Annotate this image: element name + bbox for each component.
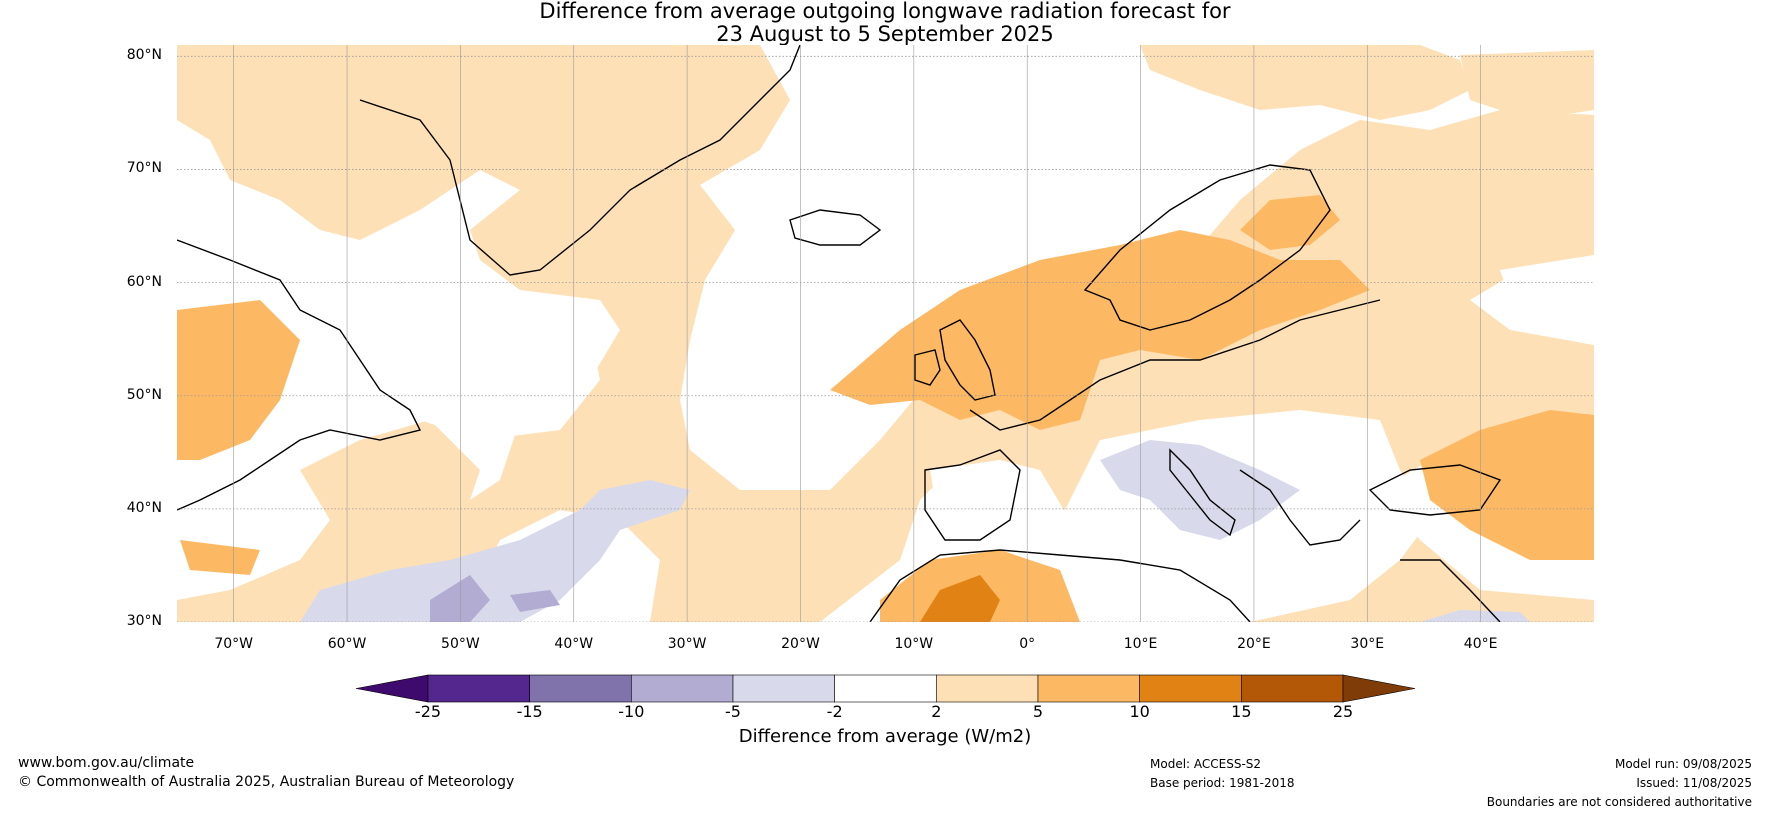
colorbar-tick-label: 25 xyxy=(1332,702,1354,721)
anomaly-10-to-15-regions xyxy=(920,575,1000,622)
eastern-med-purple xyxy=(1420,610,1530,622)
northwest-patch xyxy=(177,45,360,105)
colorbar-tick-label: 10 xyxy=(1129,702,1150,721)
colorbar-tick-label: -5 xyxy=(725,702,741,721)
black-sea-patch xyxy=(1420,410,1594,560)
colorbar-tick-label: -10 xyxy=(618,702,645,721)
british-isles-coast xyxy=(939,319,996,401)
ireland-coast xyxy=(914,349,941,386)
colorbar-segment xyxy=(427,674,530,703)
longitude-label: 20°W xyxy=(781,636,820,652)
italy-purple xyxy=(1100,440,1300,540)
africa-coast xyxy=(869,549,1251,622)
atlantic-medium-purple-2 xyxy=(510,590,560,612)
title-line-1: Difference from average outgoing longwav… xyxy=(539,0,1231,23)
greenland-sea-white xyxy=(790,50,1040,150)
latitude-label: 70°N xyxy=(126,160,162,177)
longitude-label: 40°W xyxy=(554,636,594,652)
footer-disclaimer: Boundaries are not considered authoritat… xyxy=(1486,795,1752,809)
colorbar-segment xyxy=(1037,674,1140,703)
graticule xyxy=(177,45,1594,622)
labrador-patch xyxy=(177,300,300,460)
longitude-label: 10°E xyxy=(1123,636,1158,652)
longitude-label: 40°E xyxy=(1463,636,1498,652)
anomaly-5-to-10-regions xyxy=(177,195,1594,622)
footer-model-run: Model run: 09/08/2025 xyxy=(1614,757,1752,771)
colorbar-segment xyxy=(1241,674,1344,703)
levant-coast xyxy=(1400,559,1501,622)
mid-atlantic-white xyxy=(390,295,600,440)
footer-copyright: © Commonwealth of Australia 2025, Austra… xyxy=(18,774,515,790)
colorbar-tick-label: -15 xyxy=(516,702,543,721)
footer-site: www.bom.gov.au/climate xyxy=(18,755,195,771)
colorbar-segment xyxy=(732,674,835,703)
morocco-patch xyxy=(920,575,1000,622)
russia-white xyxy=(1500,255,1594,345)
balkans-coast xyxy=(1239,469,1361,546)
europe-coast xyxy=(969,299,1381,431)
title-line-2: 23 August to 5 September 2025 xyxy=(716,22,1054,46)
latitude-label: 50°N xyxy=(126,386,162,403)
longitude-label: 50°W xyxy=(441,636,480,652)
black-sea-coast xyxy=(1368,464,1502,516)
footer-base-period: Base period: 1981-2018 xyxy=(1150,776,1295,790)
latitude-label: 40°N xyxy=(126,499,162,516)
longitude-label: 20°E xyxy=(1237,636,1271,652)
iceland-coast xyxy=(789,209,882,246)
scandinavia-patch xyxy=(1240,195,1340,250)
colorbar-tick-label: 5 xyxy=(1032,702,1044,721)
latitude-label: 30°N xyxy=(126,613,162,629)
colorbar-segments xyxy=(355,674,1416,703)
longitude-label: 60°W xyxy=(327,636,367,652)
canada-coast xyxy=(177,239,422,511)
colorbar-tick-label: -2 xyxy=(826,702,843,721)
colorbar-segment xyxy=(529,674,632,703)
colorbar-segment xyxy=(936,674,1039,703)
map-panel xyxy=(177,45,1594,622)
atlantic-medium-purple xyxy=(430,575,490,622)
coastlines xyxy=(177,45,1502,622)
colorbar-tick-label: 2 xyxy=(931,702,942,721)
anomaly-neg5-to-neg2-regions xyxy=(300,440,1530,622)
colorbar-segment xyxy=(834,674,937,703)
anomaly-neg10-to-neg5-regions xyxy=(430,575,560,622)
scandinavia-coast xyxy=(1083,164,1331,331)
colorbar-tick-label: 15 xyxy=(1231,702,1252,721)
iberia-white xyxy=(930,460,1030,540)
footer-model: Model: ACCESS-S2 xyxy=(1150,757,1262,771)
west-atlantic-small xyxy=(180,540,260,575)
map-title: Difference from average outgoing longwav… xyxy=(0,0,1770,46)
colorbar-segment xyxy=(631,674,734,703)
colorbar-title: Difference from average (W/m2) xyxy=(738,726,1032,747)
colorbar-extend-low xyxy=(355,674,429,703)
longitude-label: 30°W xyxy=(667,636,707,652)
longitude-label: 30°E xyxy=(1350,636,1385,652)
arctic-north-patch xyxy=(1140,45,1470,120)
colorbar-extend-high xyxy=(1342,674,1416,703)
central-atlantic-purple xyxy=(300,480,690,622)
italy-coast xyxy=(1169,448,1236,537)
colorbar-tick-label: -25 xyxy=(414,702,442,721)
longitude-label: 70°W xyxy=(214,636,253,652)
colorbar-segment xyxy=(1139,674,1242,703)
longitude-label: 0° xyxy=(1019,636,1036,652)
longitude-label: 10°W xyxy=(894,636,934,652)
iberia-coast xyxy=(924,449,1021,541)
greenland-coast xyxy=(359,45,801,276)
east-arctic-patch xyxy=(1460,50,1594,120)
footer-issued: Issued: 11/08/2025 xyxy=(1636,776,1752,790)
latitude-label: 60°N xyxy=(126,273,162,290)
latitude-label: 80°N xyxy=(126,47,162,64)
western-europe-patch xyxy=(830,230,1370,430)
